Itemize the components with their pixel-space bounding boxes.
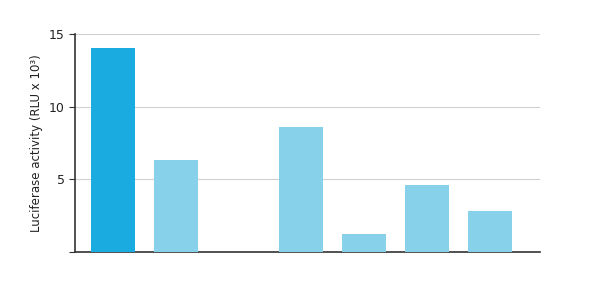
Bar — [342, 234, 386, 252]
Bar — [405, 185, 449, 252]
Bar — [154, 160, 197, 252]
Y-axis label: Luciferase activity (RLU x 10³): Luciferase activity (RLU x 10³) — [30, 54, 43, 232]
Bar — [279, 127, 323, 252]
Bar — [91, 48, 134, 252]
Bar — [468, 211, 512, 252]
